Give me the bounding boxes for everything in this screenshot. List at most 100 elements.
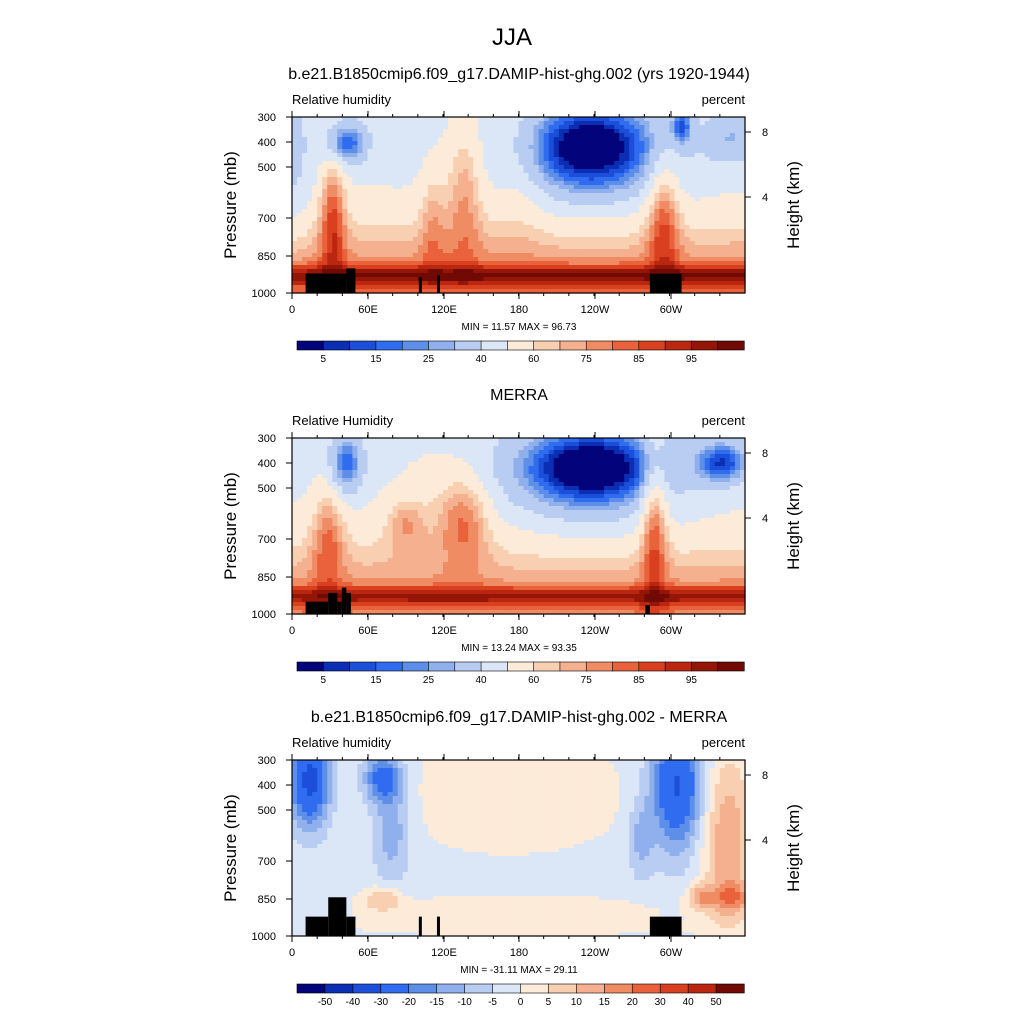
colorbar-label: 95 bbox=[686, 675, 698, 686]
colorbar-swatch bbox=[492, 983, 522, 994]
units-label: percent bbox=[702, 92, 746, 107]
colorbar-swatch bbox=[604, 983, 633, 994]
y-tick-label: 500 bbox=[258, 162, 276, 174]
y-tick-label: 850 bbox=[258, 572, 276, 584]
panel-title: b.e21.B1850cmip6.f09_g17.DAMIP-hist-ghg.… bbox=[288, 66, 750, 83]
colorbar-swatch bbox=[428, 661, 456, 672]
colorbar-swatch bbox=[296, 340, 324, 351]
colorbar-swatch bbox=[322, 340, 351, 351]
y-tick-label: 300 bbox=[258, 433, 276, 445]
colorbar-label: 25 bbox=[423, 675, 435, 686]
colorbar-swatch bbox=[349, 661, 377, 672]
colorbar-swatch bbox=[585, 340, 614, 351]
x-tick-label: 60E bbox=[358, 947, 378, 959]
y-axis-label: Pressure (mb) bbox=[221, 151, 240, 259]
colorbar-swatch bbox=[401, 340, 430, 351]
x-tick-label: 120E bbox=[431, 304, 457, 316]
y-tick-label: 500 bbox=[258, 483, 276, 495]
colorbar-label: 5 bbox=[321, 354, 327, 365]
colorbar-swatch bbox=[533, 661, 561, 672]
colorbar-swatch bbox=[717, 661, 745, 672]
colorbar-label: 25 bbox=[423, 354, 435, 365]
colorbar-swatch bbox=[664, 661, 693, 672]
y-tick-label: 1000 bbox=[252, 609, 276, 621]
colorbar-swatch bbox=[631, 983, 661, 994]
x-tick-label: 60W bbox=[660, 304, 683, 316]
min-max-stats: MIN = 11.57 MAX = 96.73 bbox=[462, 322, 577, 333]
panel-title: MERRA bbox=[490, 387, 548, 404]
panel-3: b.e21.B1850cmip6.f09_g17.DAMIP-hist-ghg.… bbox=[221, 709, 803, 1008]
colorbar-swatch bbox=[507, 661, 535, 672]
colorbar-swatch bbox=[454, 661, 482, 672]
height-tick-label: 4 bbox=[762, 192, 768, 204]
y-tick-label: 850 bbox=[258, 251, 276, 263]
colorbar-swatch bbox=[520, 983, 550, 994]
colorbar-swatch bbox=[454, 340, 482, 351]
y-tick-label: 300 bbox=[258, 755, 276, 767]
x-tick-label: 0 bbox=[289, 625, 295, 637]
panel-title: b.e21.B1850cmip6.f09_g17.DAMIP-hist-ghg.… bbox=[311, 709, 728, 726]
colorbar-swatch bbox=[480, 340, 508, 351]
x-tick-label: 180 bbox=[510, 304, 528, 316]
colorbar-label: -20 bbox=[402, 997, 417, 1008]
height-tick-label: 4 bbox=[762, 513, 768, 525]
colorbar: 5 15 25 40 60 75 85 95 bbox=[296, 340, 745, 365]
colorbar-swatch bbox=[559, 661, 587, 672]
colorbar-label: 0 bbox=[518, 997, 524, 1008]
x-tick-label: 60E bbox=[358, 304, 378, 316]
colorbar-label: 60 bbox=[528, 354, 540, 365]
x-tick-label: 60W bbox=[660, 625, 683, 637]
x-tick-label: 180 bbox=[510, 947, 528, 959]
colorbar-swatch bbox=[352, 983, 382, 994]
y-tick-label: 1000 bbox=[252, 931, 276, 943]
colorbar-label: 40 bbox=[475, 675, 487, 686]
colorbar-swatch bbox=[691, 340, 719, 351]
colorbar-swatch bbox=[507, 340, 535, 351]
x-tick-label: 60E bbox=[358, 625, 378, 637]
colorbar-swatch bbox=[659, 983, 689, 994]
colorbar-label: -30 bbox=[374, 997, 389, 1008]
contour-field bbox=[292, 760, 746, 937]
y-axis-label-right: Height (km) bbox=[784, 804, 803, 892]
x-tick-label: 60W bbox=[660, 947, 683, 959]
colorbar-label: 95 bbox=[686, 354, 698, 365]
colorbar-label: 15 bbox=[370, 354, 382, 365]
x-tick-label: 0 bbox=[289, 947, 295, 959]
colorbar-label: 5 bbox=[546, 997, 552, 1008]
y-tick-label: 500 bbox=[258, 805, 276, 817]
y-tick-label: 400 bbox=[258, 137, 276, 149]
x-tick-label: 120W bbox=[581, 625, 610, 637]
colorbar-swatch bbox=[612, 661, 640, 672]
y-tick-label: 700 bbox=[258, 534, 276, 546]
contour-field bbox=[292, 117, 746, 294]
y-tick-label: 700 bbox=[258, 856, 276, 868]
topography-mask bbox=[305, 268, 682, 293]
colorbar-label: 40 bbox=[683, 997, 695, 1008]
colorbar: 5 15 25 40 60 75 85 95 bbox=[296, 661, 745, 686]
contour-field bbox=[292, 438, 746, 615]
height-tick-label: 8 bbox=[762, 770, 768, 782]
y-tick-label: 400 bbox=[258, 780, 276, 792]
colorbar-swatch bbox=[533, 340, 561, 351]
colorbar-label: 10 bbox=[571, 997, 583, 1008]
colorbar-swatch bbox=[375, 340, 403, 351]
units-label: percent bbox=[702, 413, 746, 428]
panel-2: MERRA Relative Humidity percent 0 60E 120E 180… bbox=[221, 387, 803, 686]
colorbar-swatch bbox=[375, 661, 403, 672]
x-tick-label: 180 bbox=[510, 625, 528, 637]
colorbar-label: 75 bbox=[581, 354, 593, 365]
colorbar-label: 85 bbox=[633, 354, 645, 365]
colorbar-swatch bbox=[585, 661, 614, 672]
topography-mask bbox=[305, 587, 650, 614]
units-label: percent bbox=[702, 735, 746, 750]
main-title: JJA bbox=[492, 24, 532, 51]
colorbar-swatch bbox=[380, 983, 410, 994]
colorbar-swatch bbox=[296, 983, 326, 994]
topography-mask bbox=[305, 897, 682, 936]
min-max-stats: MIN = -31.11 MAX = 29.11 bbox=[460, 965, 578, 976]
min-max-stats: MIN = 13.24 MAX = 93.35 bbox=[461, 643, 577, 654]
colorbar-label: -15 bbox=[429, 997, 444, 1008]
colorbar-swatch bbox=[324, 983, 354, 994]
colorbar-swatch bbox=[612, 340, 640, 351]
colorbar-swatch bbox=[428, 340, 456, 351]
